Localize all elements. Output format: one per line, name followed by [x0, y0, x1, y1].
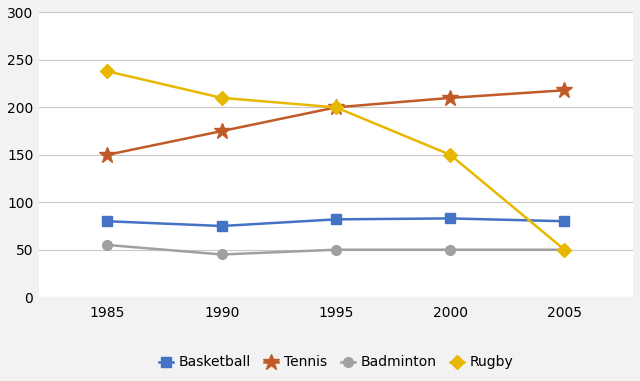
Rugby: [218, 96, 225, 100]
Basketball: [104, 219, 111, 224]
Line: Tennis: Tennis: [99, 82, 573, 163]
Line: Rugby: Rugby: [102, 66, 570, 255]
Badminton: [218, 252, 225, 257]
Badminton: [561, 247, 568, 252]
Tennis: [104, 152, 111, 157]
Tennis: [561, 88, 568, 93]
Badminton: [104, 243, 111, 247]
Line: Basketball: Basketball: [102, 213, 570, 231]
Tennis: [332, 105, 340, 110]
Tennis: [218, 129, 225, 133]
Tennis: [446, 96, 454, 100]
Rugby: [561, 247, 568, 252]
Rugby: [332, 105, 340, 110]
Basketball: [446, 216, 454, 221]
Legend: Basketball, Tennis, Badminton, Rugby: Basketball, Tennis, Badminton, Rugby: [159, 355, 513, 369]
Basketball: [218, 224, 225, 228]
Badminton: [332, 247, 340, 252]
Badminton: [446, 247, 454, 252]
Basketball: [332, 217, 340, 222]
Basketball: [561, 219, 568, 224]
Rugby: [104, 69, 111, 74]
Line: Badminton: Badminton: [102, 240, 570, 259]
Rugby: [446, 152, 454, 157]
